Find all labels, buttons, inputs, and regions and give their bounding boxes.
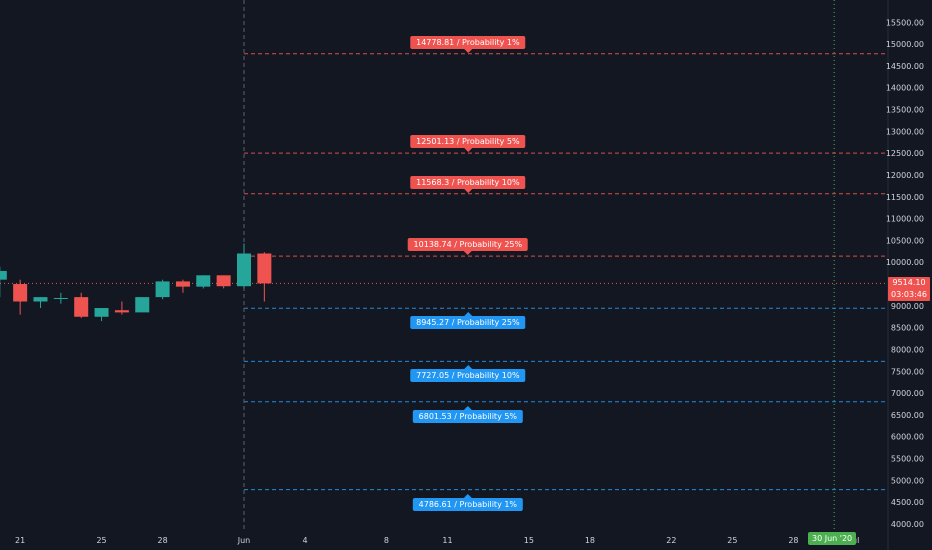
y-tick-label: 11000.00 — [886, 215, 924, 224]
y-tick-label: 13000.00 — [886, 127, 924, 136]
probability-label: 8945.27 / Probability 25% — [410, 312, 526, 330]
y-tick-label: 15500.00 — [886, 18, 924, 27]
y-tick-label: 9000.00 — [891, 302, 924, 311]
candle-body — [114, 310, 129, 313]
probability-label: 14778.81 / Probability 1% — [410, 35, 526, 53]
y-tick-label: 10500.00 — [886, 236, 924, 245]
y-tick-label: 12500.00 — [886, 149, 924, 158]
y-tick-label: 6500.00 — [891, 411, 924, 420]
x-tick-label: Jun — [237, 536, 251, 545]
x-tick-label: 25 — [727, 536, 737, 545]
candle-body — [175, 281, 190, 287]
x-tick-label: 25 — [96, 536, 106, 545]
candle-body — [0, 270, 7, 280]
countdown-timer: 03:03:46 — [891, 290, 927, 300]
candle-body — [94, 308, 109, 317]
probability-label: 10138.74 / Probability 25% — [407, 238, 529, 256]
candle-body — [74, 297, 89, 317]
candle-body — [53, 297, 68, 299]
x-tick-label: 22 — [666, 536, 676, 545]
x-tick-label: 4 — [303, 536, 308, 545]
end-date-badge: 30 Jun '20 — [808, 532, 857, 545]
x-tick-label: 18 — [585, 536, 595, 545]
y-tick-label: 15000.00 — [886, 40, 924, 49]
candle-body — [237, 253, 251, 287]
y-tick-label: 13500.00 — [886, 106, 924, 115]
probability-label: 6801.53 / Probability 5% — [412, 405, 524, 423]
y-tick-label: 4500.00 — [891, 498, 924, 507]
y-tick-label: 8000.00 — [891, 345, 924, 354]
x-tick-label: 28 — [158, 536, 168, 545]
x-tick-label: 8 — [384, 536, 389, 545]
probability-label: 7727.05 / Probability 10% — [410, 365, 526, 383]
candle-body — [155, 281, 170, 298]
y-tick-label: 14000.00 — [886, 84, 924, 93]
x-tick-label: 11 — [442, 536, 452, 545]
y-tick-label: 8500.00 — [891, 324, 924, 333]
probability-label: 12501.13 / Probability 5% — [410, 135, 526, 153]
candle-body — [13, 284, 28, 302]
y-tick-label: 5000.00 — [891, 476, 924, 485]
candle-body — [196, 275, 211, 287]
y-tick-label: 12000.00 — [886, 171, 924, 180]
current-price-value: 9514.10 — [892, 278, 926, 288]
current-price-tag: 9514.10 03:03:46 — [888, 277, 930, 302]
x-tick-label: 21 — [15, 536, 25, 545]
probability-label: 4786.61 / Probability 1% — [412, 493, 524, 511]
y-tick-label: 6000.00 — [891, 433, 924, 442]
candle-body — [135, 297, 150, 313]
y-tick-label: 7500.00 — [891, 367, 924, 376]
y-tick-label: 10000.00 — [886, 258, 924, 267]
y-tick-label: 14500.00 — [886, 62, 924, 71]
x-tick-label: 28 — [788, 536, 798, 545]
y-tick-label: 11500.00 — [886, 193, 924, 202]
y-tick-label: 4000.00 — [891, 520, 924, 529]
y-tick-label: 7000.00 — [891, 389, 924, 398]
candle-body — [257, 253, 272, 284]
candle-body — [33, 297, 48, 302]
candle-body — [216, 275, 231, 287]
probability-label: 11568.3 / Probability 10% — [410, 175, 526, 193]
y-tick-label: 5500.00 — [891, 455, 924, 464]
x-tick-label: 15 — [524, 536, 534, 545]
